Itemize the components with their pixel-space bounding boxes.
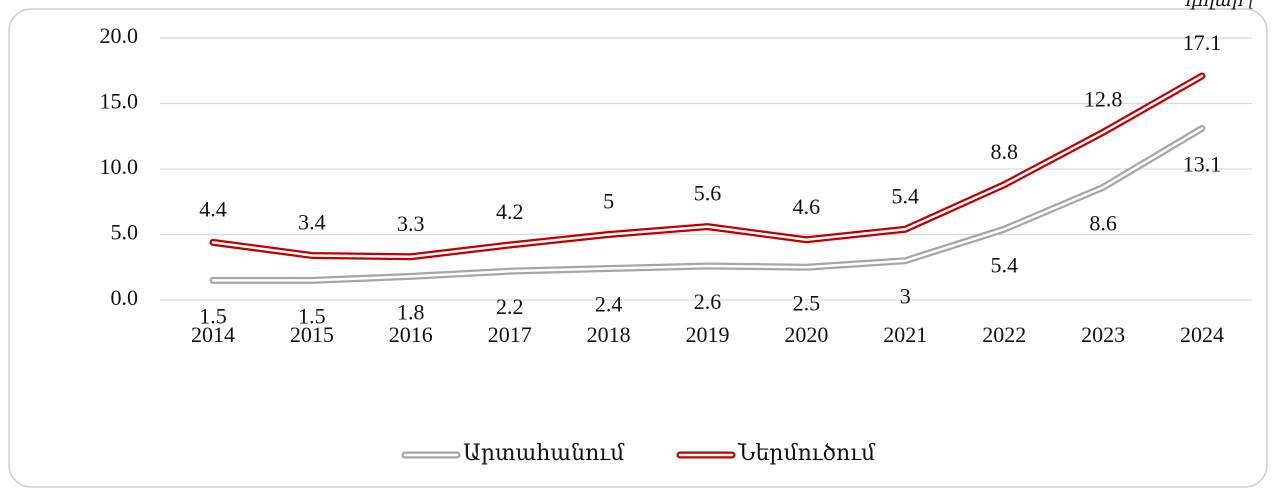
y-tick-label: 15.0	[100, 89, 139, 114]
y-tick-label: 10.0	[100, 154, 139, 179]
data-label: 2.6	[694, 289, 722, 314]
data-label: 4.6	[793, 194, 821, 219]
data-label: 3.3	[397, 211, 425, 236]
x-tick-label: 2014	[191, 322, 235, 347]
x-tick-label: 2022	[982, 322, 1026, 347]
data-label: 5.4	[892, 183, 920, 208]
series-line-inner	[211, 74, 1204, 259]
data-label: 8.8	[990, 139, 1018, 164]
data-label: 1.5	[199, 303, 227, 328]
legend-label: Արտահանում	[463, 440, 625, 465]
data-label: 12.8	[1084, 86, 1123, 111]
x-tick-label: 2017	[488, 322, 532, 347]
y-tick-label: 5.0	[111, 220, 139, 245]
data-label: 17.1	[1183, 30, 1222, 55]
data-label: 4.4	[199, 196, 227, 221]
data-label: 3.4	[298, 210, 326, 235]
data-label: 5.6	[694, 181, 722, 206]
data-label: 8.6	[1089, 210, 1117, 235]
data-label: 5	[603, 189, 614, 214]
data-label: 4.2	[496, 199, 524, 224]
data-label: 5.4	[990, 252, 1018, 277]
data-label: 1.8	[397, 299, 425, 324]
legend-label: Ներմուծում	[737, 440, 876, 465]
data-label: 3	[900, 284, 911, 309]
series-line-inner	[211, 127, 1204, 282]
x-tick-label: 2024	[1180, 322, 1224, 347]
data-label: 2.4	[595, 292, 623, 317]
x-tick-label: 2018	[587, 322, 631, 347]
note: դոլար [	[1185, 0, 1256, 10]
chart-frame	[8, 8, 1268, 488]
data-label: 2.2	[496, 294, 524, 319]
y-tick-label: 0.0	[111, 285, 139, 310]
y-tick-label: 20.0	[100, 23, 139, 48]
data-label: 1.5	[298, 303, 326, 328]
data-label: 13.1	[1183, 151, 1222, 176]
x-tick-label: 2015	[290, 322, 334, 347]
x-tick-label: 2023	[1081, 322, 1125, 347]
x-tick-label: 2019	[686, 322, 730, 347]
x-tick-label: 2020	[784, 322, 828, 347]
x-tick-label: 2016	[389, 322, 433, 347]
x-tick-label: 2021	[883, 322, 927, 347]
data-label: 2.5	[793, 290, 821, 315]
